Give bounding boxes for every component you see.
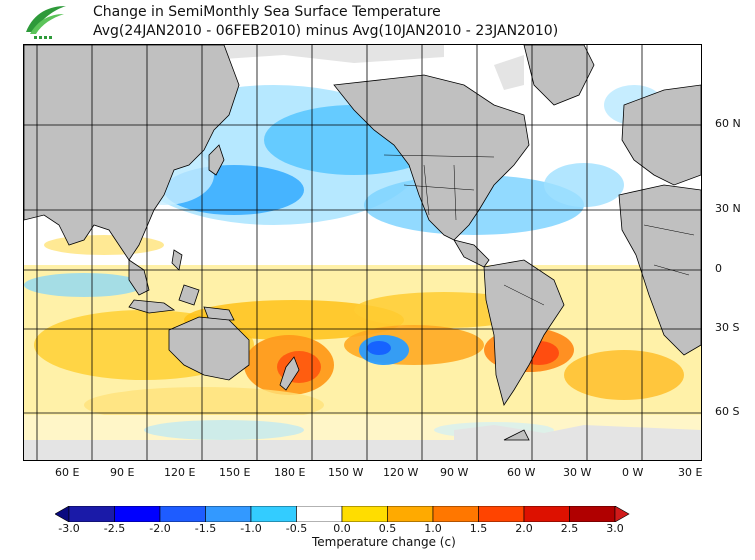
lon-label-60w: 60 W	[507, 466, 536, 479]
colorbar-segment	[296, 506, 343, 522]
colorbar-tick-label: -1.5	[194, 522, 217, 535]
land-masses	[24, 45, 701, 441]
lon-label-0w: 0 W	[622, 466, 644, 479]
colorbar-segment	[432, 506, 479, 522]
lon-label-150w: 150 W	[328, 466, 364, 479]
colorbar-segment	[523, 506, 570, 522]
lon-label-60e: 60 E	[55, 466, 80, 479]
colorbar-segment	[68, 506, 115, 522]
colorbar-max-arrow	[614, 506, 630, 522]
lat-label-30n: 30 N	[715, 202, 741, 215]
graticule	[24, 45, 701, 460]
colorbar-tick-label: 1.0	[424, 522, 442, 535]
colorbar-segment	[205, 506, 252, 522]
logo	[20, 2, 72, 42]
colorbar-title: Temperature change (c)	[312, 535, 456, 549]
colorbar-segment	[387, 506, 434, 522]
colorbar-tick-label: 2.0	[515, 522, 533, 535]
lon-label-30e: 30 E	[678, 466, 703, 479]
colorbar-tick-label: -0.5	[285, 522, 308, 535]
colorbar-tick-label: -2.0	[149, 522, 171, 535]
lat-label-30s: 30 S	[715, 321, 740, 334]
colorbar-tick-label: 1.5	[469, 522, 488, 535]
lat-label-60n: 60 N	[715, 117, 741, 130]
lon-label-90e: 90 E	[110, 466, 135, 479]
colorbar-segment	[569, 506, 616, 522]
colorbar-min-arrow	[55, 506, 70, 522]
colorbar-tick-label: 0.0	[333, 522, 351, 535]
lon-label-30w: 30 W	[563, 466, 592, 479]
colorbar-segment	[250, 506, 297, 522]
colorbar-segment	[478, 506, 525, 522]
lon-label-120w: 120 W	[383, 466, 419, 479]
sst-change-map	[23, 44, 702, 461]
lat-label-0: 0	[715, 262, 722, 275]
colorbar-tick-label: -2.5	[103, 522, 126, 535]
colorbar	[55, 506, 630, 522]
lat-label-60s: 60 S	[715, 405, 740, 418]
colorbar-tick-label: 0.5	[378, 522, 397, 535]
colorbar-segment	[159, 506, 206, 522]
colorbar-segment	[341, 506, 388, 522]
lon-label-180e: 180 E	[274, 466, 306, 479]
colorbar-tick-label: 3.0	[606, 522, 624, 535]
lon-label-150e: 150 E	[219, 466, 251, 479]
colorbar-tick-label: 2.5	[560, 522, 579, 535]
lon-label-120e: 120 E	[164, 466, 196, 479]
colorbar-tick-label: -3.0	[58, 522, 80, 535]
lon-label-90w: 90 W	[440, 466, 469, 479]
map-title: Change in SemiMonthly Sea Surface Temper…	[93, 4, 441, 20]
colorbar-tick-label: -1.0	[240, 522, 262, 535]
map-subtitle: Avg(24JAN2010 - 06FEB2010) minus Avg(10J…	[93, 23, 559, 39]
colorbar-segment	[114, 506, 161, 522]
